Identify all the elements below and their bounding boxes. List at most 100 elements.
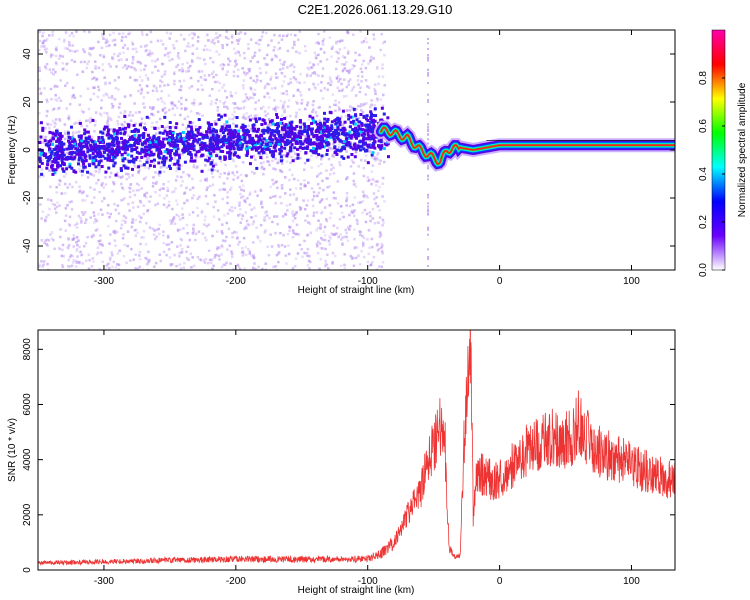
noise-cell bbox=[215, 32, 218, 35]
band-cell bbox=[159, 151, 163, 155]
band-cell bbox=[106, 145, 110, 149]
noise-cell bbox=[275, 161, 279, 165]
noise-cell bbox=[175, 39, 178, 43]
noise-cell bbox=[377, 265, 381, 268]
noise-cell bbox=[288, 229, 291, 233]
band-cell bbox=[283, 117, 287, 121]
noise-cell bbox=[122, 112, 126, 116]
noise-cell bbox=[348, 68, 352, 72]
band-cell bbox=[48, 130, 52, 134]
noise-cell bbox=[274, 202, 277, 205]
band-cell bbox=[72, 157, 76, 161]
band-cell bbox=[38, 158, 42, 162]
noise-cell bbox=[127, 202, 130, 206]
noise-cell bbox=[313, 51, 317, 55]
band-cell bbox=[66, 131, 70, 135]
noise-cell bbox=[327, 82, 330, 85]
band-cell bbox=[260, 143, 264, 147]
band-cell bbox=[74, 170, 78, 174]
noise-cell bbox=[294, 187, 298, 190]
band-cell bbox=[134, 157, 138, 161]
noise-cell bbox=[138, 265, 142, 269]
band-cell bbox=[342, 156, 346, 160]
noise-cell bbox=[191, 60, 194, 64]
noise-cell bbox=[160, 187, 163, 190]
band-cell bbox=[54, 168, 58, 172]
noise-cell bbox=[135, 78, 139, 82]
noise-cell bbox=[95, 252, 99, 256]
noise-cell bbox=[274, 72, 278, 75]
band-cell bbox=[50, 164, 54, 168]
noise-cell bbox=[201, 88, 204, 92]
noise-cell bbox=[180, 175, 183, 179]
noise-cell bbox=[377, 75, 381, 78]
noise-cell bbox=[69, 254, 73, 257]
noise-cell bbox=[293, 43, 296, 46]
x-tick-label: -100 bbox=[358, 276, 378, 287]
noise-cell bbox=[104, 183, 108, 186]
band-cell bbox=[152, 158, 156, 162]
band-cell bbox=[274, 137, 278, 141]
band-cell bbox=[235, 116, 239, 120]
noise-cell bbox=[204, 178, 207, 182]
noise-cell bbox=[135, 50, 138, 54]
noise-cell bbox=[120, 58, 123, 61]
band-cell bbox=[250, 155, 254, 159]
noise-cell bbox=[261, 267, 264, 270]
noise-cell bbox=[63, 137, 67, 141]
band-cell bbox=[269, 150, 273, 154]
noise-cell bbox=[238, 213, 242, 216]
noise-cell bbox=[45, 114, 48, 118]
noise-cell bbox=[111, 265, 114, 269]
noise-cell bbox=[58, 183, 61, 186]
noise-cell bbox=[279, 99, 283, 103]
noise-cell bbox=[151, 89, 155, 93]
noise-cell bbox=[379, 159, 382, 163]
noise-cell bbox=[180, 248, 184, 251]
colorbar-axis: 0.00.20.40.60.8 bbox=[698, 71, 725, 277]
noise-cell bbox=[427, 178, 430, 181]
noise-cell bbox=[369, 60, 372, 63]
noise-cell bbox=[86, 235, 89, 239]
noise-cell bbox=[269, 78, 272, 81]
band-cell bbox=[58, 133, 62, 137]
band-cell bbox=[307, 141, 311, 145]
band-cell bbox=[275, 126, 279, 130]
band-cell bbox=[100, 135, 104, 139]
noise-cell bbox=[124, 216, 128, 219]
band-cell bbox=[362, 147, 366, 151]
band-cell bbox=[296, 156, 300, 160]
noise-cell bbox=[139, 242, 142, 246]
band-cell bbox=[372, 120, 376, 124]
band-cell bbox=[184, 139, 188, 143]
noise-cell bbox=[53, 125, 56, 128]
band-cell bbox=[309, 142, 313, 146]
noise-cell bbox=[274, 231, 277, 235]
noise-cell bbox=[216, 36, 219, 39]
noise-cell bbox=[327, 146, 330, 149]
noise-cell bbox=[346, 109, 349, 112]
noise-cell bbox=[235, 170, 239, 174]
band-cell bbox=[71, 145, 75, 149]
noise-cell bbox=[83, 211, 87, 214]
noise-cell bbox=[249, 96, 252, 99]
band-cell bbox=[161, 145, 165, 149]
noise-cell bbox=[85, 66, 89, 70]
band-cell bbox=[171, 133, 175, 137]
noise-cell bbox=[94, 229, 98, 232]
noise-cell bbox=[343, 266, 347, 270]
band-cell bbox=[264, 139, 268, 143]
noise-cell bbox=[289, 64, 292, 68]
band-cell bbox=[158, 140, 162, 144]
band-cell bbox=[109, 159, 113, 163]
band-cell bbox=[119, 131, 123, 135]
noise-cell bbox=[249, 127, 253, 131]
noise-cell bbox=[99, 53, 102, 57]
band-cell bbox=[220, 145, 224, 149]
noise-cell bbox=[219, 172, 222, 176]
noise-cell bbox=[427, 202, 430, 205]
noise-cell bbox=[195, 112, 199, 115]
band-cell bbox=[159, 145, 163, 149]
band-cell bbox=[281, 138, 285, 142]
noise-cell bbox=[75, 30, 78, 33]
